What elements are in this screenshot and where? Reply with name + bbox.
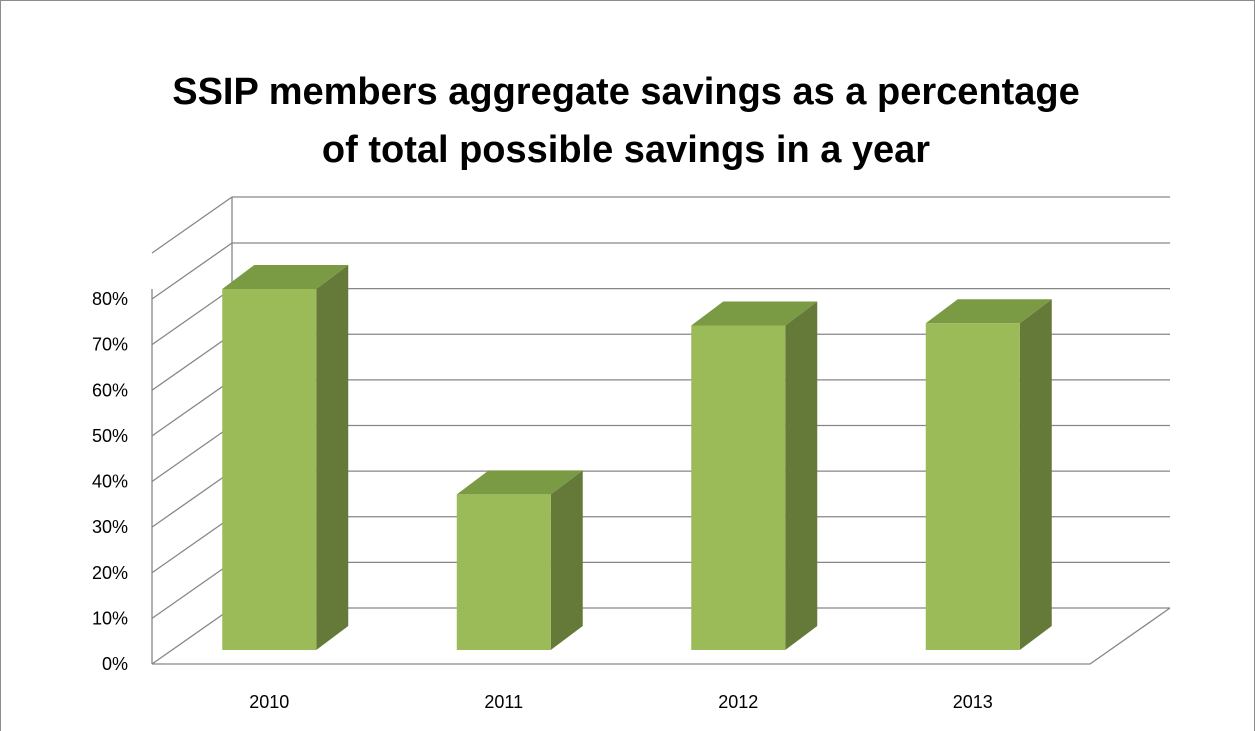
bar <box>691 325 786 650</box>
bar-top <box>222 265 349 289</box>
y-tick-label: 0% <box>102 654 128 674</box>
y-tick-label: 50% <box>92 426 128 446</box>
chart-title: SSIP members aggregate savings as a perc… <box>172 71 1080 171</box>
y-tick-label: 10% <box>92 608 128 628</box>
bar <box>222 289 317 650</box>
bar-side <box>316 265 349 650</box>
bar-top <box>456 470 583 495</box>
gridline-side <box>151 607 233 665</box>
bar <box>456 494 551 650</box>
bar-top <box>691 301 818 326</box>
bar <box>925 323 1020 650</box>
x-tick-label: 2013 <box>953 692 993 712</box>
bar-side <box>1019 299 1052 650</box>
gridline-side <box>151 196 233 254</box>
x-tick-label: 2012 <box>718 692 758 712</box>
y-tick-label: 20% <box>92 563 128 583</box>
gridline-side <box>151 516 233 574</box>
y-tick-label: 80% <box>92 289 128 309</box>
x-tick-label: 2011 <box>484 692 523 712</box>
y-tick-label: 40% <box>92 472 128 492</box>
x-tick-label: 2010 <box>249 692 289 712</box>
gridline-side <box>151 242 233 300</box>
bar-side <box>550 470 583 650</box>
gridline-side <box>151 333 233 391</box>
bar-top <box>925 299 1052 324</box>
gridline-side <box>151 379 233 437</box>
y-tick-label: 70% <box>92 335 128 355</box>
gridline-side <box>151 470 233 528</box>
y-tick-label: 60% <box>92 380 128 400</box>
bar-side <box>785 301 818 650</box>
gridline-side <box>151 288 233 346</box>
y-tick-label: 30% <box>92 517 128 537</box>
gridline-side <box>151 561 233 619</box>
floor-edge <box>152 607 1171 665</box>
gridline-side <box>151 424 233 483</box>
